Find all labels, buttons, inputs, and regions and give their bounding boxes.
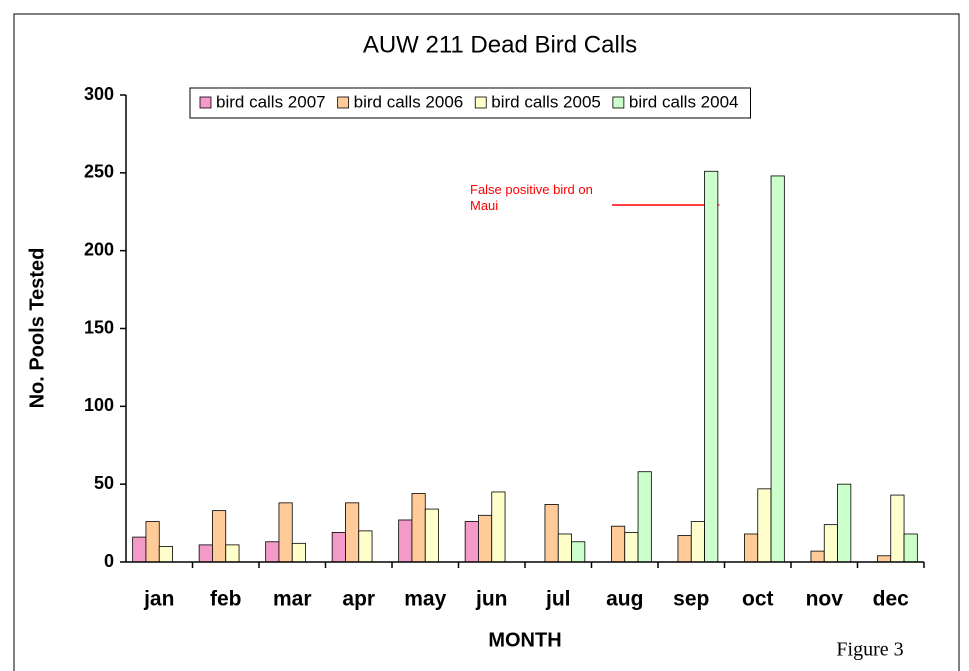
legend-label: bird calls 2007	[216, 92, 326, 111]
x-tick-label: jun	[475, 588, 508, 611]
legend-swatch	[612, 96, 625, 109]
y-axis-label: No. Pools Tested	[26, 248, 48, 409]
x-tick-label: sep	[673, 588, 709, 611]
y-tick-label: 0	[104, 551, 114, 571]
bar	[757, 488, 772, 563]
legend-label: bird calls 2004	[629, 92, 739, 111]
legend-label: bird calls 2005	[491, 92, 601, 111]
legend-swatch	[474, 96, 487, 109]
x-tick-label: may	[404, 588, 446, 611]
legend-swatch	[337, 96, 350, 109]
bar	[544, 504, 559, 563]
x-tick-label: aug	[606, 588, 643, 611]
x-tick-label: dec	[873, 588, 910, 611]
bar	[265, 541, 280, 563]
y-tick-label: 200	[84, 239, 114, 259]
x-tick-label: apr	[342, 588, 375, 611]
bar	[890, 494, 905, 563]
x-tick-label: nov	[806, 588, 844, 611]
frame	[13, 13, 960, 671]
bar	[491, 491, 506, 563]
bar	[704, 170, 719, 563]
figure-label: Figure 3	[836, 639, 903, 661]
bar	[810, 550, 825, 563]
x-tick-label: feb	[210, 588, 242, 611]
y-tick-label: 50	[94, 473, 114, 493]
bar	[611, 525, 626, 563]
x-tick-label: oct	[742, 588, 774, 611]
x-tick-label: mar	[273, 588, 312, 611]
bar	[677, 535, 692, 563]
bar	[212, 510, 227, 563]
y-tick-label: 100	[84, 395, 114, 415]
bar	[278, 502, 293, 563]
annotation: False positive bird on Maui	[470, 182, 593, 213]
bar	[571, 541, 586, 563]
bar	[158, 546, 173, 563]
bar	[624, 532, 639, 563]
bar	[132, 536, 147, 563]
y-tick-label: 300	[84, 84, 114, 104]
bar	[345, 502, 360, 563]
legend-label: bird calls 2006	[354, 92, 464, 111]
bar	[331, 532, 346, 563]
bar	[478, 514, 493, 563]
bar	[424, 508, 439, 563]
x-tick-label: jul	[545, 588, 571, 611]
legend-box	[189, 87, 751, 119]
bar	[398, 519, 413, 563]
bar	[770, 175, 785, 563]
bar	[557, 533, 572, 563]
x-tick-label: jan	[143, 588, 174, 611]
bar	[145, 521, 160, 563]
bar	[690, 521, 705, 563]
bar	[464, 521, 479, 563]
bar	[411, 493, 426, 563]
bar	[903, 533, 918, 563]
bar	[358, 530, 373, 563]
bar	[198, 544, 213, 563]
bar	[837, 483, 852, 563]
chart-title: AUW 211 Dead Bird Calls	[363, 31, 637, 58]
bar	[225, 544, 240, 563]
bar	[291, 542, 306, 563]
legend-swatch	[199, 96, 212, 109]
x-axis-label: MONTH	[488, 629, 561, 651]
bar	[823, 524, 838, 563]
bar	[637, 471, 652, 563]
y-tick-label: 150	[84, 317, 114, 337]
y-tick-label: 250	[84, 162, 114, 182]
bar	[877, 555, 892, 563]
bar	[744, 533, 759, 563]
